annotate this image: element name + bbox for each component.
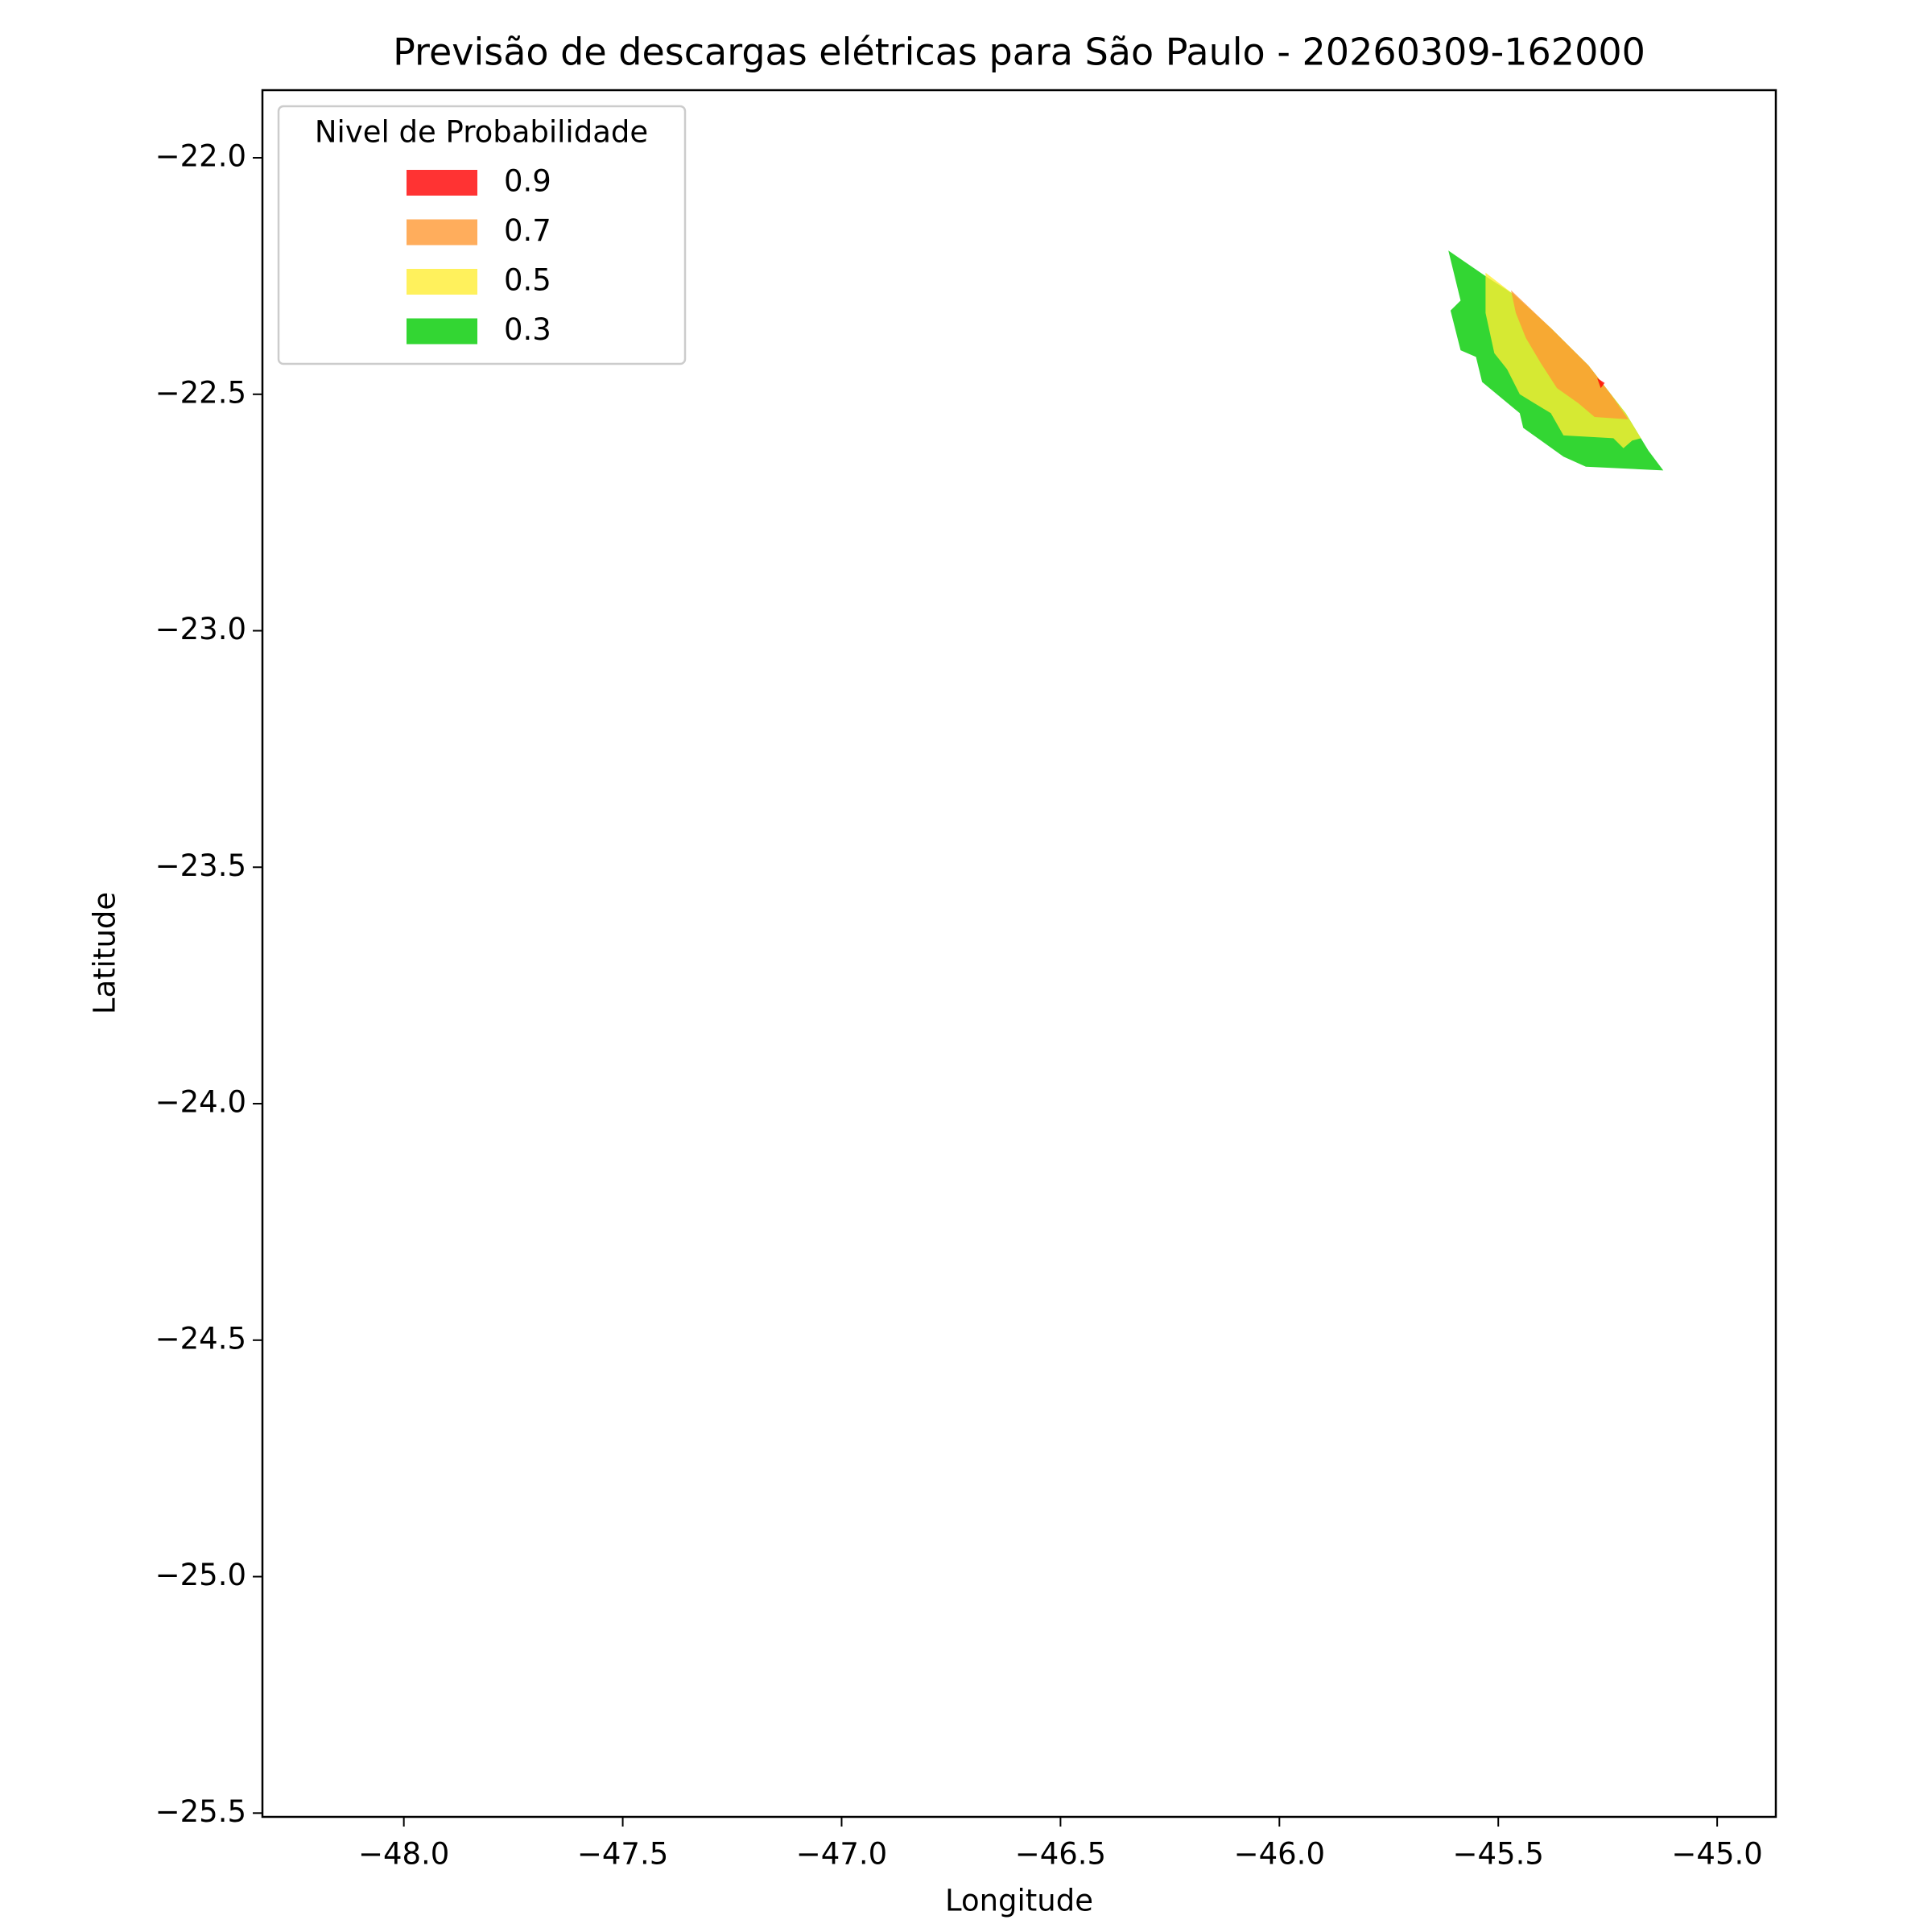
legend-swatch bbox=[407, 318, 477, 345]
x-tick-label: −45.0 bbox=[1671, 1837, 1762, 1872]
y-tick-label: −23.0 bbox=[155, 612, 246, 646]
chart-title: Previsão de descargas elétricas para São… bbox=[393, 31, 1645, 74]
y-tick-label: −22.5 bbox=[155, 375, 246, 410]
contour-region bbox=[1597, 378, 1605, 389]
x-tick-label: −47.5 bbox=[577, 1837, 668, 1872]
legend-title: Nivel de Probabilidade bbox=[315, 115, 648, 150]
y-tick-label: −25.5 bbox=[155, 1794, 246, 1829]
y-tick-label: −23.5 bbox=[155, 848, 246, 883]
y-tick-label: −24.0 bbox=[155, 1085, 246, 1120]
y-tick-label: −24.5 bbox=[155, 1321, 246, 1356]
legend-label: 0.3 bbox=[504, 312, 551, 347]
x-tick-label: −46.0 bbox=[1234, 1837, 1325, 1872]
legend: Nivel de Probabilidade 0.9 0.7 0.5 0.3 bbox=[277, 105, 687, 365]
x-tick-label: −45.5 bbox=[1453, 1837, 1544, 1872]
legend-box bbox=[277, 105, 687, 365]
x-tick-label: −46.5 bbox=[1015, 1837, 1106, 1872]
y-tick-label: −22.0 bbox=[155, 139, 246, 174]
legend-swatch bbox=[407, 269, 477, 295]
legend-swatch bbox=[407, 170, 477, 196]
legend-label: 0.5 bbox=[504, 263, 551, 298]
y-tick-label: −25.0 bbox=[155, 1558, 246, 1592]
plot-frame bbox=[261, 89, 1777, 1818]
legend-label: 0.9 bbox=[504, 164, 551, 199]
y-axis-label: Latitude bbox=[88, 892, 122, 1014]
contour-region bbox=[1511, 290, 1629, 419]
x-axis-label: Longitude bbox=[945, 1884, 1093, 1918]
legend-swatch bbox=[407, 219, 477, 246]
legend-label: 0.7 bbox=[504, 213, 551, 248]
x-tick-label: −47.0 bbox=[796, 1837, 887, 1872]
x-tick-label: −48.0 bbox=[358, 1837, 449, 1872]
